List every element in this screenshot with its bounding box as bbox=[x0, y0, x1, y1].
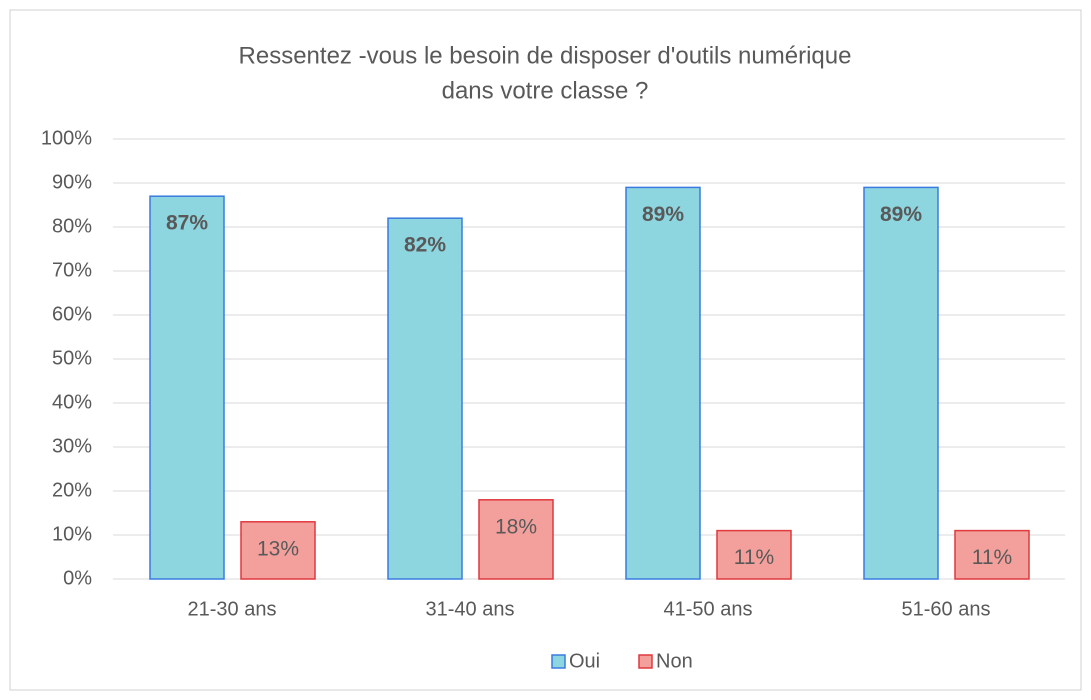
bar bbox=[149, 195, 225, 580]
y-tick-label: 60% bbox=[52, 303, 92, 325]
legend-swatch bbox=[638, 654, 653, 669]
data-label: 11% bbox=[972, 546, 1012, 569]
data-label: 82% bbox=[404, 234, 446, 257]
bar bbox=[240, 521, 316, 580]
y-tick-label: 50% bbox=[52, 347, 92, 369]
chart-title: dans votre classe ? bbox=[442, 77, 649, 104]
y-tick-label: 10% bbox=[52, 523, 92, 545]
y-tick-label: 90% bbox=[52, 171, 92, 193]
x-tick-label: 21-30 ans bbox=[188, 598, 277, 620]
data-label: 89% bbox=[642, 203, 684, 226]
data-label: 89% bbox=[880, 203, 922, 226]
data-label: 11% bbox=[734, 546, 774, 569]
x-tick-label: 41-50 ans bbox=[664, 598, 753, 620]
y-tick-label: 40% bbox=[52, 391, 92, 413]
bar bbox=[954, 529, 1030, 580]
x-tick-label: 51-60 ans bbox=[902, 598, 991, 620]
y-tick-label: 20% bbox=[52, 479, 92, 501]
y-tick-label: 100% bbox=[41, 127, 92, 149]
y-tick-label: 70% bbox=[52, 259, 92, 281]
legend-label: Non bbox=[656, 650, 693, 672]
data-label: 87% bbox=[166, 212, 208, 235]
y-tick-label: 30% bbox=[52, 435, 92, 457]
legend-swatch bbox=[551, 654, 566, 669]
data-label: 18% bbox=[495, 515, 537, 538]
legend-label: Oui bbox=[569, 650, 600, 672]
bar bbox=[478, 499, 554, 580]
bar bbox=[863, 186, 939, 580]
chart-title: Ressentez -vous le besoin de disposer d'… bbox=[239, 42, 852, 69]
y-tick-label: 80% bbox=[52, 215, 92, 237]
y-tick-label: 0% bbox=[63, 567, 92, 589]
bar bbox=[625, 186, 701, 580]
x-tick-label: 31-40 ans bbox=[426, 598, 515, 620]
bar bbox=[387, 217, 463, 580]
data-label: 13% bbox=[257, 537, 299, 560]
bar bbox=[716, 529, 792, 580]
